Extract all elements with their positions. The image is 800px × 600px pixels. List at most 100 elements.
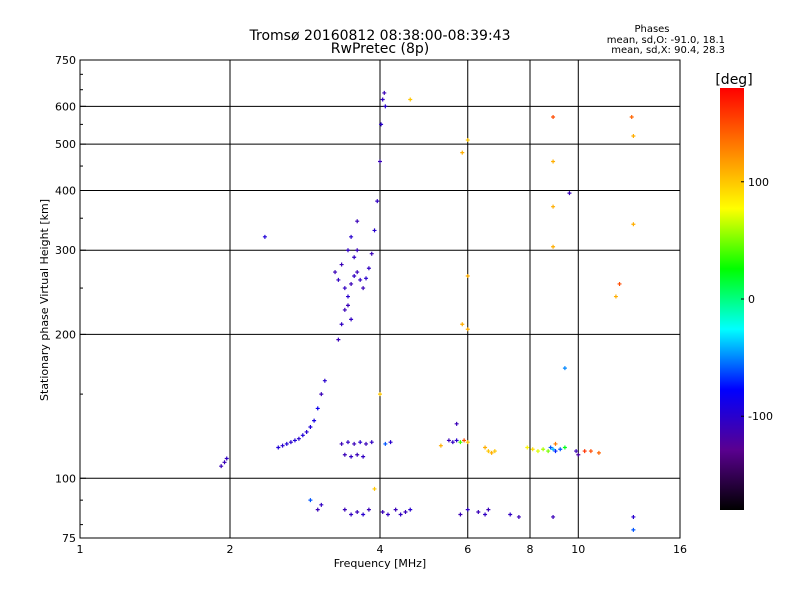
data-point: [388, 440, 393, 445]
data-point: [582, 449, 587, 454]
data-point: [352, 255, 357, 260]
data-point: [355, 248, 360, 253]
data-point: [398, 512, 403, 517]
data-point: [315, 507, 320, 512]
data-point: [476, 510, 481, 515]
data-point: [588, 449, 593, 454]
data-point: [548, 445, 553, 450]
data-point: [383, 441, 388, 446]
data-point: [349, 317, 354, 322]
data-point: [403, 510, 408, 515]
data-point: [535, 449, 540, 454]
colorbar-tick-label: 100: [748, 176, 769, 189]
data-point: [617, 281, 622, 286]
data-point: [380, 510, 385, 515]
data-point: [361, 454, 366, 459]
data-point: [372, 486, 377, 491]
data-point: [339, 441, 344, 446]
data-point: [454, 438, 459, 443]
colorbar-label: [deg]: [715, 72, 752, 88]
data-point: [465, 138, 470, 143]
data-point: [308, 425, 313, 430]
data-point: [631, 222, 636, 227]
data-point: [339, 322, 344, 327]
data-point: [352, 441, 357, 446]
data-point: [492, 449, 497, 454]
data-point: [349, 512, 354, 517]
data-point: [349, 454, 354, 459]
data-point: [465, 327, 470, 332]
data-point: [358, 440, 363, 445]
data-point: [465, 507, 470, 512]
data-point: [355, 270, 360, 275]
data-point: [551, 514, 556, 519]
data-point: [458, 440, 463, 445]
x-tick-label: 10: [571, 543, 585, 556]
data-point: [486, 449, 491, 454]
data-point: [483, 512, 488, 517]
data-point: [224, 456, 229, 461]
data-point: [489, 450, 494, 455]
y-axis-ticks: 75 100 200 300 400 500 600 750: [55, 54, 86, 545]
data-point: [465, 273, 470, 278]
data-point: [558, 447, 563, 452]
data-point: [408, 97, 413, 102]
data-point: [551, 204, 556, 209]
data-point: [486, 507, 491, 512]
data-point: [336, 337, 341, 342]
colorbar-tick-label: -100: [748, 410, 773, 423]
data-point: [631, 134, 636, 139]
data-point: [378, 159, 382, 164]
x-axis-label: Frequency [MHz]: [334, 557, 426, 570]
plot-frame: [79, 59, 681, 539]
data-point: [355, 219, 360, 224]
y-tick-label: 750: [55, 54, 76, 67]
data-point: [631, 514, 636, 519]
data-point: [342, 307, 347, 312]
data-point: [345, 440, 350, 445]
data-point: [379, 122, 384, 127]
y-tick-label: 300: [55, 244, 76, 257]
data-point: [629, 114, 634, 119]
data-point: [551, 114, 556, 119]
data-point: [352, 273, 357, 278]
x-tick-label: 6: [464, 543, 471, 556]
data-point: [292, 438, 297, 443]
data-point: [483, 445, 488, 450]
data-point: [349, 281, 354, 286]
data-point: [516, 514, 521, 519]
data-point: [551, 447, 556, 452]
chart-subtitle: RwPretec (8p): [331, 41, 429, 57]
data-point: [342, 452, 347, 457]
data-point: [366, 266, 371, 271]
grid-lines: [80, 60, 680, 538]
x-tick-label: 8: [527, 543, 534, 556]
data-point: [319, 392, 324, 397]
data-point: [460, 322, 465, 327]
stats-heading: Phases: [634, 24, 669, 35]
data-point: [631, 527, 636, 532]
data-point: [319, 502, 324, 507]
data-point: [288, 440, 293, 445]
data-point: [280, 443, 285, 448]
colorbar-tick-label: 0: [748, 293, 755, 306]
data-point: [358, 277, 363, 282]
x-tick-label: 1: [77, 543, 84, 556]
data-point: [336, 277, 341, 282]
data-point: [508, 512, 513, 517]
data-point: [393, 507, 398, 512]
data-point: [219, 464, 224, 469]
data-point: [364, 441, 369, 446]
data-point: [308, 498, 313, 503]
y-tick-label: 600: [55, 100, 76, 113]
y-tick-label: 100: [55, 472, 76, 485]
data-point: [355, 510, 360, 515]
data-point: [333, 270, 338, 275]
data-point: [446, 438, 451, 443]
data-point: [339, 262, 344, 267]
data-point: [462, 438, 467, 443]
data-point: [380, 97, 385, 102]
data-point: [369, 440, 374, 445]
y-tick-label: 200: [55, 328, 76, 341]
